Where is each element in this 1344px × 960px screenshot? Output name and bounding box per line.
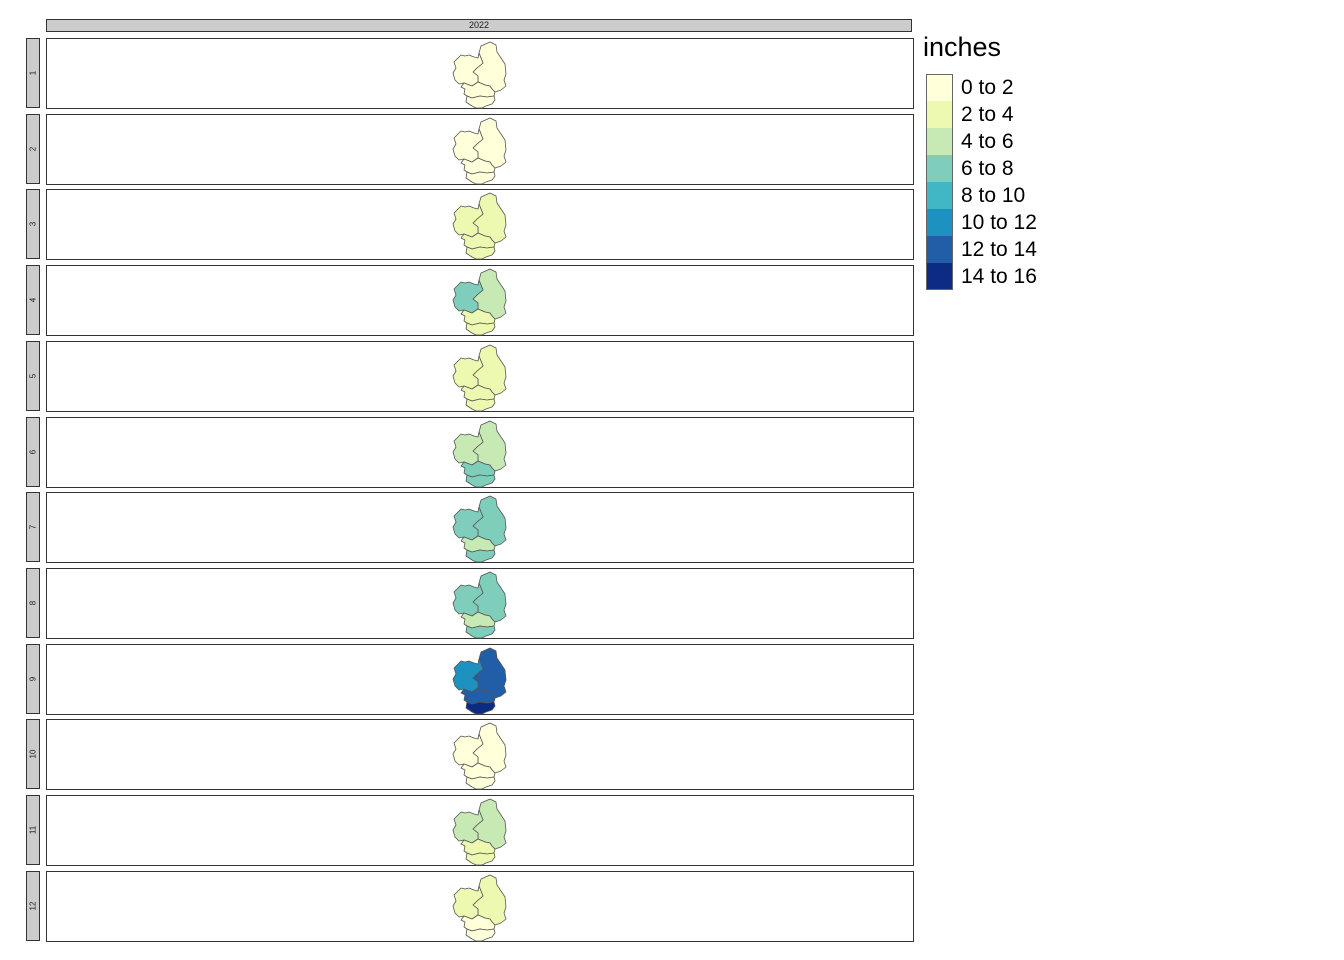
legend-label: 4 to 6	[961, 130, 1014, 153]
region-south-bottom	[465, 171, 496, 185]
facet-row-header-11: 11	[26, 795, 40, 865]
facet-row-label: 3	[28, 221, 38, 227]
region-south-bottom	[465, 701, 496, 715]
map-panel-1	[46, 38, 914, 109]
watershed-map	[452, 571, 507, 639]
facet-row-header-2: 2	[26, 114, 40, 184]
legend-swatch	[926, 182, 953, 209]
watershed-map	[452, 344, 507, 412]
legend-swatch	[926, 101, 953, 128]
facet-row-label: 10	[28, 749, 38, 759]
facet-row-header-4: 4	[26, 265, 40, 335]
watershed-map	[452, 41, 507, 109]
legend-swatch	[926, 263, 953, 290]
region-south-bottom	[465, 625, 496, 639]
legend-swatch	[926, 128, 953, 155]
legend-label: 8 to 10	[961, 184, 1026, 207]
facet-row-label: 2	[28, 146, 38, 152]
facet-row-label: 12	[28, 901, 38, 911]
facet-row-header-7: 7	[26, 492, 40, 562]
facet-row-label: 7	[28, 524, 38, 530]
watershed-map	[452, 647, 507, 715]
facet-row-label: 1	[28, 70, 38, 76]
legend-swatch	[926, 236, 953, 263]
region-south-bottom	[465, 928, 496, 942]
facet-row-header-6: 6	[26, 417, 40, 487]
legend-label: 2 to 4	[961, 103, 1014, 126]
facet-row-label: 11	[28, 825, 38, 835]
legend-swatch	[926, 209, 953, 236]
watershed-map	[452, 117, 507, 185]
watershed-map	[452, 874, 507, 942]
legend-label: 6 to 8	[961, 157, 1014, 180]
region-south-bottom	[465, 398, 496, 412]
watershed-map	[452, 722, 507, 790]
watershed-map	[452, 495, 507, 563]
watershed-map	[452, 420, 507, 488]
facet-row-label: 5	[28, 373, 38, 379]
watershed-map	[452, 192, 507, 260]
facet-row-header-1: 1	[26, 38, 40, 108]
map-panel-7	[46, 492, 914, 563]
region-south-bottom	[465, 549, 496, 563]
facet-row-header-9: 9	[26, 644, 40, 714]
legend-title: inches	[923, 32, 1002, 62]
legend-swatch	[926, 155, 953, 182]
map-panel-8	[46, 568, 914, 639]
watershed-map	[452, 798, 507, 866]
legend-label: 14 to 16	[961, 265, 1037, 288]
legend-label: 10 to 12	[961, 211, 1037, 234]
legend-label: 12 to 14	[961, 238, 1037, 261]
region-south-bottom	[465, 246, 496, 260]
map-panel-12	[46, 871, 914, 942]
map-panel-3	[46, 189, 914, 260]
region-south-bottom	[465, 322, 496, 336]
facet-row-header-5: 5	[26, 341, 40, 411]
facet-row-label: 4	[28, 297, 38, 303]
map-panel-5	[46, 341, 914, 412]
region-south-bottom	[465, 776, 496, 790]
map-panel-4	[46, 265, 914, 336]
facet-row-label: 9	[28, 676, 38, 682]
region-south-bottom	[465, 474, 496, 488]
facet-row-label: 6	[28, 449, 38, 455]
map-panel-10	[46, 719, 914, 790]
legend-swatch	[926, 74, 953, 101]
facet-column-header: 2022	[46, 19, 912, 32]
legend-label: 0 to 2	[961, 76, 1014, 99]
facet-row-header-3: 3	[26, 189, 40, 259]
watershed-map	[452, 268, 507, 336]
map-panel-6	[46, 417, 914, 488]
region-south-bottom	[465, 95, 496, 109]
facet-row-header-8: 8	[26, 568, 40, 638]
map-panel-2	[46, 114, 914, 185]
facet-row-label: 8	[28, 600, 38, 606]
facet-row-header-12: 12	[26, 871, 40, 941]
region-south-bottom	[465, 852, 496, 866]
map-panel-9	[46, 644, 914, 715]
map-panel-11	[46, 795, 914, 866]
facet-row-header-10: 10	[26, 719, 40, 789]
